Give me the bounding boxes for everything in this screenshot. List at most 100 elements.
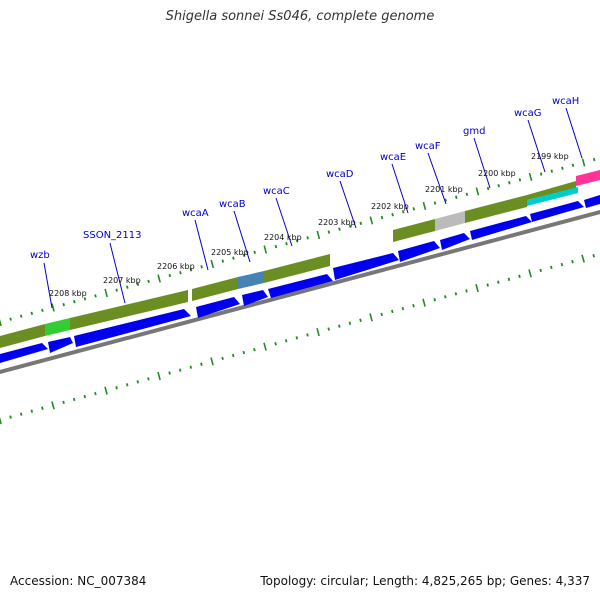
outer-ruler-minor-tick — [359, 318, 362, 322]
inner-ruler-minor-tick — [497, 183, 500, 188]
inner-ruler-minor-tick — [571, 163, 575, 168]
outer-ruler-minor-tick — [168, 371, 171, 375]
outer-ruler-minor-tick — [41, 406, 44, 410]
gene-block-gmd — [465, 195, 527, 223]
outer-ruler-minor-tick — [401, 306, 405, 311]
inner-ruler — [0, 157, 596, 327]
tick-label-2200: 2200 kbp — [478, 169, 516, 178]
label-pointer-wcaD — [339, 180, 357, 229]
outer-ruler-minor-tick — [391, 309, 394, 314]
inner-ruler-minor-tick — [508, 181, 511, 185]
inner-ruler-major-tick — [0, 319, 2, 327]
inner-ruler-minor-tick — [327, 230, 331, 234]
outer-ruler-major-tick — [422, 298, 426, 307]
inner-ruler-major-tick — [51, 303, 55, 312]
gene-block-wcaG — [527, 181, 576, 200]
gene-label-wzb[interactable]: wzb — [30, 250, 50, 261]
inner-ruler-minor-tick — [285, 241, 288, 246]
tick-label-2206: 2206 kbp — [157, 262, 195, 271]
gene-label-wcaA[interactable]: wcaA — [182, 208, 209, 219]
gene-label-wcaB[interactable]: wcaB — [219, 199, 246, 210]
outer-ruler-minor-tick — [221, 356, 224, 361]
tick-label-2208: 2208 kbp — [49, 289, 87, 298]
gene-label-sson2113[interactable]: SSON_2113 — [83, 230, 142, 241]
inner-ruler-minor-tick — [295, 239, 299, 243]
label-pointer-wcaB — [233, 210, 251, 263]
tick-label-2207: 2207 kbp — [103, 276, 141, 285]
inner-ruler-minor-tick — [391, 212, 394, 217]
outer-ruler — [0, 254, 595, 425]
inner-ruler-minor-tick — [30, 311, 34, 315]
gene-label-gmd[interactable]: gmd — [463, 126, 485, 137]
cds-arrow-12 — [584, 195, 600, 208]
tick-label-2199: 2199 kbp — [531, 152, 569, 161]
outer-ruler-major-tick — [51, 401, 55, 410]
outer-ruler-minor-tick — [507, 277, 511, 281]
inner-ruler-major-tick — [581, 158, 586, 167]
gene-label-wcaH[interactable]: wcaH — [552, 96, 579, 107]
inner-ruler-minor-tick — [561, 166, 564, 170]
inner-ruler-minor-tick — [306, 236, 309, 240]
tick-label-2201: 2201 kbp — [425, 185, 463, 194]
inner-ruler-minor-tick — [179, 270, 182, 275]
label-pointer-wcaA — [194, 219, 209, 271]
outer-ruler-minor-tick — [539, 268, 542, 273]
genome-summary: Topology: circular; Length: 4,825,265 bp… — [260, 574, 590, 588]
outer-ruler-minor-tick — [83, 394, 87, 399]
inner-ruler-minor-tick — [433, 201, 437, 205]
gene-labels: wzb SSON_2113 wcaA wcaB wcaC wcaD wcaE w… — [30, 96, 583, 309]
accession-text: Accession: NC_007384 — [10, 574, 147, 588]
cds-arrow-8 — [398, 241, 440, 262]
inner-ruler-minor-tick — [62, 302, 65, 307]
outer-ruler-minor-tick — [242, 350, 246, 355]
inner-ruler-minor-tick — [274, 244, 278, 249]
cds-track-forward — [0, 195, 600, 363]
gene-block-olive-1 — [0, 324, 45, 348]
cds-arrow-6 — [268, 274, 333, 298]
gene-label-wcaF[interactable]: wcaF — [415, 141, 441, 152]
inner-ruler-minor-tick — [189, 268, 193, 272]
backbone-line — [0, 210, 600, 374]
inner-ruler-minor-tick — [232, 256, 235, 260]
outer-ruler-major-tick — [369, 313, 373, 322]
inner-ruler-major-tick — [210, 259, 215, 269]
gene-label-wcaD[interactable]: wcaD — [326, 169, 354, 180]
label-pointer-sson2113 — [109, 242, 126, 304]
cds-arrow-1 — [0, 343, 48, 363]
outer-ruler-minor-tick — [486, 283, 489, 287]
inner-ruler-major-tick — [369, 216, 374, 225]
outer-ruler-minor-tick — [338, 324, 341, 328]
outer-ruler-minor-tick — [178, 368, 182, 372]
outer-ruler-minor-tick — [19, 412, 23, 416]
inner-ruler-minor-tick — [147, 279, 150, 284]
inner-ruler-minor-tick — [465, 192, 469, 197]
outer-ruler-minor-tick — [306, 333, 309, 337]
inner-ruler-major-tick — [104, 288, 108, 298]
outer-ruler-minor-tick — [62, 400, 65, 405]
gene-block-wcaA — [192, 277, 238, 301]
inner-ruler-major-tick — [157, 274, 161, 283]
inner-ruler-minor-tick — [253, 250, 256, 255]
gene-block-wcaG-cyan — [527, 187, 578, 206]
inner-ruler-minor-tick — [9, 317, 12, 321]
gene-block-wcaB — [238, 271, 264, 289]
gene-label-wcaC[interactable]: wcaC — [263, 186, 290, 197]
inner-ruler-minor-tick — [94, 294, 97, 298]
cds-arrow-10 — [470, 216, 532, 240]
tick-label-2203: 2203 kbp — [318, 218, 356, 227]
gene-label-wcaG[interactable]: wcaG — [514, 108, 542, 119]
cds-arrow-9 — [440, 233, 470, 250]
outer-ruler-major-tick — [581, 254, 585, 263]
inner-ruler-major-tick — [263, 245, 268, 254]
gene-label-wcaE[interactable]: wcaE — [380, 152, 406, 163]
outer-ruler-major-tick — [475, 283, 479, 293]
outer-ruler-minor-tick — [72, 397, 76, 402]
tick-label-2202: 2202 kbp — [371, 202, 409, 211]
outer-ruler-major-tick — [104, 386, 108, 395]
inner-ruler-minor-tick — [19, 314, 23, 318]
gene-block-sson2113 — [70, 290, 188, 330]
inner-ruler-minor-tick — [73, 300, 76, 304]
cds-arrow-11 — [530, 201, 584, 222]
